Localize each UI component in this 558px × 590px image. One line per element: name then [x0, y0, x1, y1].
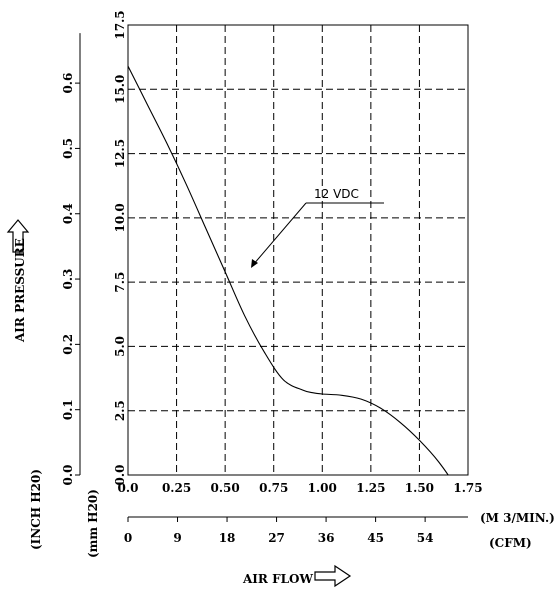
inch-tick-label: 0.5: [61, 138, 75, 159]
x-tick-label: 1.75: [453, 481, 482, 495]
mm-tick-label: 10.0: [113, 203, 127, 232]
inch-tick-label: 0.6: [61, 73, 75, 94]
up-arrow-icon: [6, 219, 30, 253]
cfm-tick-label: 9: [173, 531, 181, 545]
inch-tick-label: 0.0: [61, 465, 75, 486]
x-tick-label: 1.00: [308, 481, 337, 495]
right-arrow-icon: [314, 564, 352, 588]
x-tick-label: 0.50: [211, 481, 240, 495]
annotation-arrowhead: [251, 259, 258, 268]
cfm-tick-label: 54: [417, 531, 434, 545]
grid-lines: [128, 25, 468, 475]
x-units-cfm: (CFM): [489, 536, 532, 550]
cfm-tick-label: 0: [124, 531, 132, 545]
x-tick-label: 0.25: [162, 481, 191, 495]
mm-tick-label: 2.5: [113, 400, 127, 421]
y-units-inch: (INCH H20): [29, 469, 43, 550]
performance-curve-layer: [128, 65, 449, 475]
x-units-m3: (M 3/MIN.): [480, 511, 555, 525]
performance-curve-12vdc: [128, 65, 449, 475]
plot-frame: [127, 24, 469, 476]
mm-tick-label: 15.0: [113, 75, 127, 104]
mm-tick-label: 7.5: [113, 272, 127, 293]
mm-tick-label: 17.5: [113, 10, 127, 39]
cfm-tick-label: 45: [367, 531, 384, 545]
cfm-tick-label: 18: [219, 531, 236, 545]
x-tick-label: 1.25: [356, 481, 385, 495]
cfm-tick-label: 27: [268, 531, 285, 545]
series-annotation-label: 12 VDC: [314, 187, 359, 201]
cfm-tick-label: 36: [318, 531, 335, 545]
y-axis-label: AIR PRESSURE: [13, 238, 27, 343]
inch-tick-label: 0.2: [61, 334, 75, 355]
inch-tick-label: 0.4: [61, 203, 75, 224]
inch-tick-label: 0.1: [61, 399, 75, 420]
x-tick-label: 0.75: [259, 481, 288, 495]
x-axis-label: AIR FLOW: [242, 572, 313, 586]
x-tick-label: 1.50: [405, 481, 434, 495]
y-units-mm: (mm H20): [86, 489, 100, 558]
annotation-leader-line: [252, 202, 307, 266]
mm-tick-label: 5.0: [113, 336, 127, 357]
tick-labels: 0.0 0.1 0.2 0.3 0.4 0.5 0.6 0.0 2.5 5.0 7.5 10.0 12.…: [61, 10, 483, 545]
inch-tick-label: 0.3: [61, 269, 75, 290]
axes: [75, 24, 469, 522]
x-tick-label: 0.0: [118, 481, 139, 495]
mm-tick-label: 12.5: [113, 139, 127, 168]
mm-tick-label: 0.0: [113, 465, 127, 486]
